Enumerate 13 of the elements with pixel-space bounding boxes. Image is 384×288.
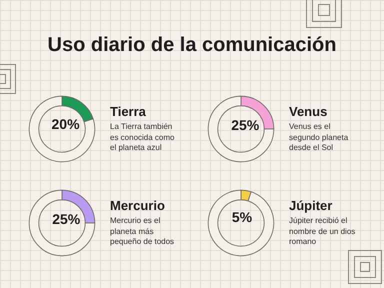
text: Venus [289, 104, 328, 119]
text: Tierra [110, 104, 146, 119]
text: Uso diario de la comunicación [46, 34, 338, 57]
text: La Tierra también es conocida como el planeta azul [110, 122, 176, 154]
data-label: 25% [52, 210, 81, 227]
text: Mercurio es el planeta más pequeño de todos [110, 216, 176, 248]
data-label: 5% [232, 209, 253, 226]
data-label: 25% [231, 116, 260, 133]
data-label: 20% [52, 116, 80, 132]
text: Júpiter recibió el nombre de un dios romano [289, 216, 356, 248]
text: Mercurio [110, 198, 165, 213]
text: Venus es el segundo planeta desde el Sol [289, 122, 350, 154]
text: Júpiter [289, 198, 332, 213]
